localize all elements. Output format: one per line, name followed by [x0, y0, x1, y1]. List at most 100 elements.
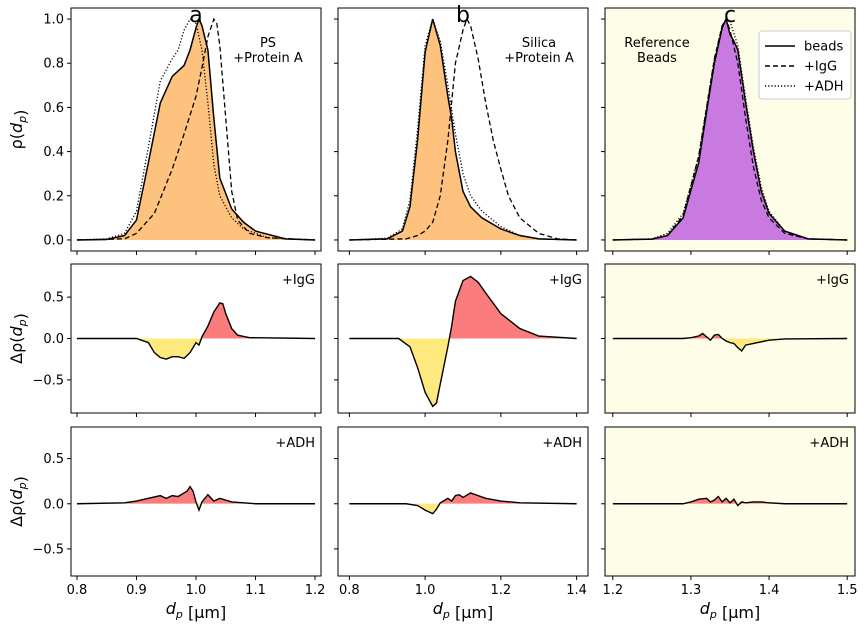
panel-annotation-line2: +Protein A	[233, 51, 303, 66]
label-part: p	[175, 608, 183, 621]
label-part: )	[11, 476, 30, 482]
label-part: p	[16, 319, 29, 327]
y-axis-label: Δρ(dp)	[7, 313, 30, 364]
x-tick-label: 1.2	[305, 583, 326, 598]
legend-label: beads	[804, 40, 843, 55]
positive-difference-area	[77, 486, 256, 504]
y-tick-label: 0.5	[43, 291, 64, 306]
x-axis-label: dp [μm]	[700, 599, 760, 622]
beads-area	[349, 19, 577, 240]
row-annotation: +IgG	[816, 273, 849, 288]
plot-area	[76, 302, 316, 360]
panel-c-bottom: 1.2 1.3 1.4 1.5 +ADH	[601, 426, 858, 598]
x-tick-label: 1.4	[566, 583, 587, 598]
y-tick-label: −0.5	[32, 542, 64, 557]
plot-area	[612, 495, 848, 507]
panel-a-middle: −0.5 0.0 0.5 +IgG	[32, 263, 322, 417]
legend-box	[758, 30, 852, 100]
column-title: a	[189, 3, 202, 28]
x-tick-label: 1.3	[681, 583, 702, 598]
difference-line	[612, 495, 848, 507]
plot-area	[349, 275, 577, 408]
y-tick-label: 0.0	[43, 233, 64, 248]
difference-line	[349, 275, 577, 408]
panel-frame	[337, 7, 589, 252]
x-tick-label: 1.0	[415, 583, 436, 598]
row-annotation: +IgG	[282, 273, 315, 288]
difference-line	[612, 332, 848, 352]
row-annotation: +ADH	[809, 436, 849, 451]
beads-series-line	[349, 18, 577, 241]
x-tick-label: 0.8	[339, 583, 360, 598]
difference-line	[76, 485, 316, 513]
column-title: c	[724, 3, 736, 28]
panel-a-bottom: −0.5 0.0 0.5 0.8 0.9 1.0 1.1 1.2 +ADH	[32, 426, 326, 598]
row-annotation: +ADH	[275, 436, 315, 451]
panel-annotation-line2: Beads	[637, 51, 677, 66]
y-tick-label: 0.0	[43, 497, 64, 512]
panel-b-bottom: 0.8 1.0 1.2 1.4 +ADH	[334, 426, 589, 598]
label-part: )	[11, 313, 30, 319]
label-part: [μm]	[717, 603, 760, 622]
y-axis-label: Δρ(dp)	[7, 476, 30, 527]
x-tick-label: 1.5	[837, 583, 858, 598]
y-tick-label: 0.4	[43, 145, 64, 160]
panel-frame	[604, 426, 856, 577]
beads-area	[612, 19, 848, 240]
panel-annotation-line1: PS	[260, 36, 276, 51]
plot-area	[76, 485, 316, 513]
x-tick-label: 1.2	[602, 583, 623, 598]
x-axis-label: dp [μm]	[166, 599, 226, 622]
panel-annotation-line2: +Protein A	[504, 51, 574, 66]
negative-difference-area	[612, 338, 848, 351]
panel-frame	[337, 426, 589, 577]
label-part: p	[16, 482, 29, 490]
plot-area	[612, 16, 848, 241]
y-axis-label: ρ(dp)	[7, 110, 30, 150]
adh-series-line	[612, 18, 848, 241]
y-tick-label: 0.5	[43, 452, 64, 467]
panel-frame	[604, 7, 856, 252]
row-annotation: +IgG	[549, 273, 582, 288]
label-part: Δρ(	[7, 337, 26, 364]
label-part: d	[7, 489, 26, 500]
panel-b-top: Silica+Protein A	[334, 7, 589, 255]
x-tick-label: 1.4	[759, 583, 780, 598]
panel-b-middle: +IgG	[334, 263, 589, 417]
y-tick-label: 0.6	[43, 101, 64, 116]
label-part: d	[7, 326, 26, 337]
y-tick-label: 0.2	[43, 189, 64, 204]
x-axis-label: dp [μm]	[433, 599, 493, 622]
beads-area	[76, 19, 316, 240]
difference-line	[76, 302, 316, 360]
x-tick-label: 0.8	[67, 583, 88, 598]
adh-series-line	[349, 16, 577, 241]
label-part: [μm]	[450, 603, 493, 622]
label-part: d	[166, 599, 177, 618]
y-tick-label: 0.8	[43, 57, 64, 72]
label-part: ρ(	[7, 133, 26, 149]
label-part: [μm]	[183, 603, 226, 622]
panel-c-middle: +IgG	[601, 263, 856, 417]
x-tick-label: 1.2	[491, 583, 512, 598]
label-part: p	[709, 608, 717, 621]
plot-area	[76, 16, 316, 241]
igg-series-line	[349, 17, 577, 241]
y-tick-label: 1.0	[43, 13, 64, 28]
label-part: p	[16, 116, 29, 124]
plot-area	[349, 492, 577, 515]
column-title: b	[456, 3, 470, 28]
label-part: )	[11, 110, 30, 116]
panel-annotation-line1: Silica	[522, 36, 556, 51]
x-tick-label: 1.1	[245, 583, 266, 598]
label-part: d	[700, 599, 711, 618]
label-part: p	[442, 608, 450, 621]
positive-difference-area	[349, 276, 577, 339]
row-annotation: +ADH	[542, 436, 582, 451]
beads-series-line	[76, 16, 316, 241]
label-part: d	[433, 599, 444, 618]
plot-area	[612, 332, 848, 352]
label-part: d	[7, 122, 26, 133]
y-tick-label: 0.0	[43, 332, 64, 347]
